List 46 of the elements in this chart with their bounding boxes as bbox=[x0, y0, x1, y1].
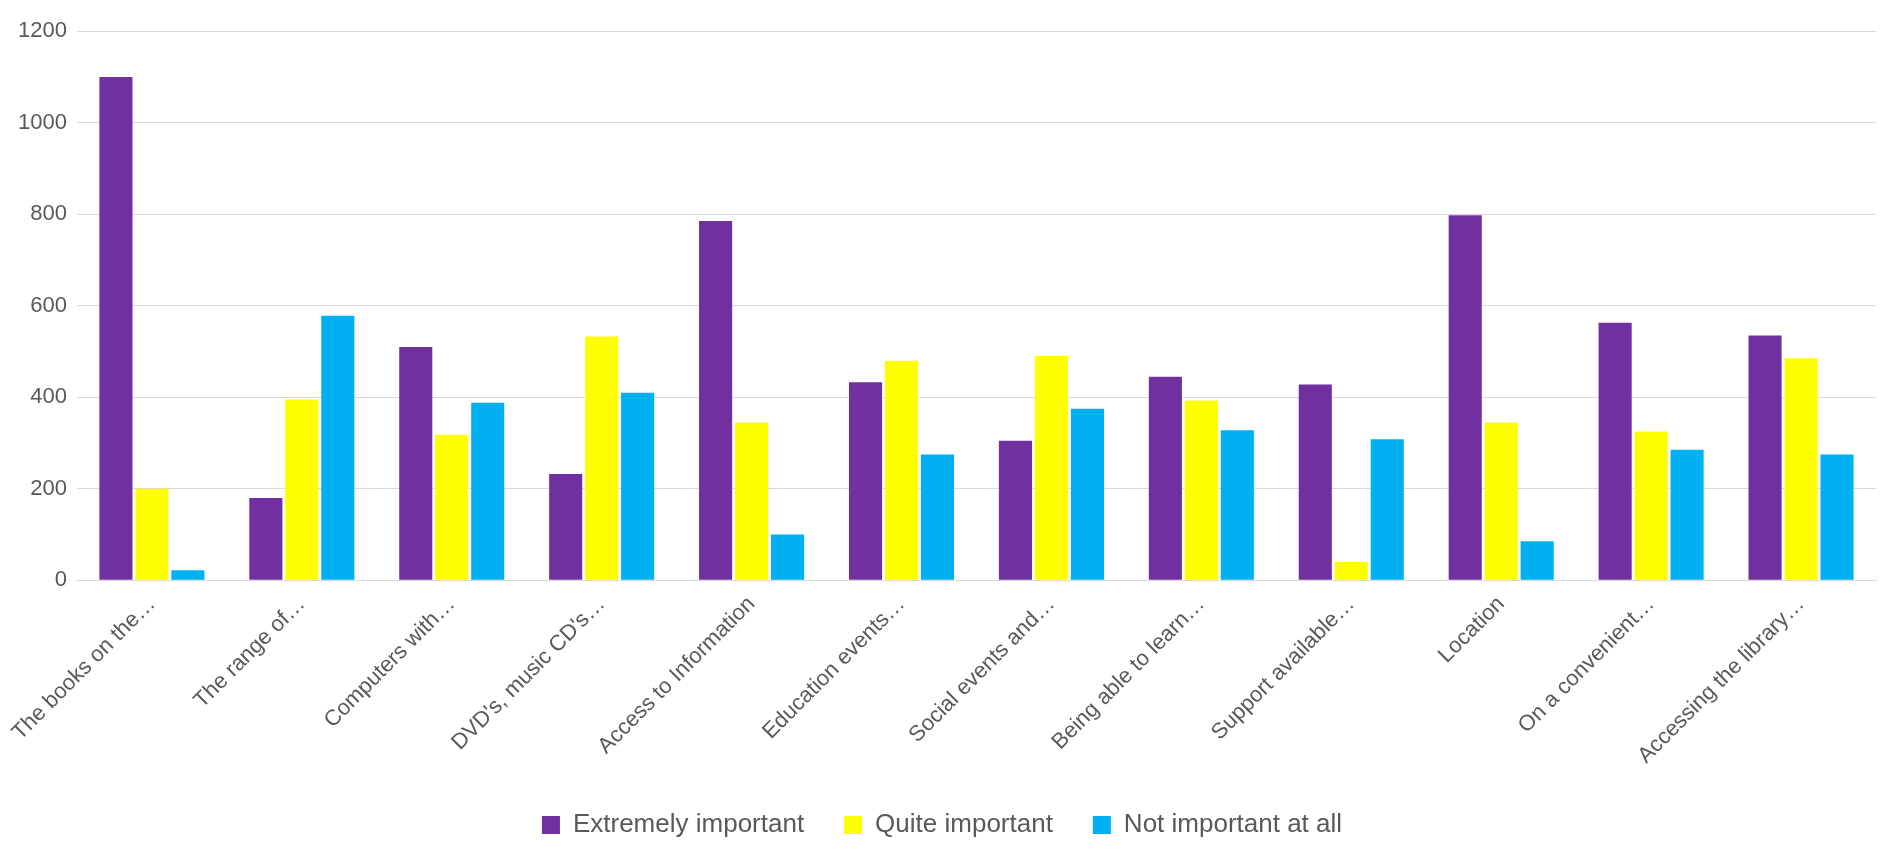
bar bbox=[471, 402, 505, 580]
bar bbox=[99, 76, 133, 580]
bar bbox=[1670, 449, 1704, 580]
y-tick-label: 1000 bbox=[17, 108, 67, 134]
y-tick-label: 400 bbox=[30, 383, 67, 409]
bar bbox=[249, 497, 283, 580]
bar bbox=[771, 534, 805, 580]
bar bbox=[171, 570, 205, 580]
y-tick-label: 0 bbox=[54, 566, 67, 592]
bar bbox=[1520, 541, 1554, 580]
legend-label: Quite important bbox=[875, 808, 1054, 839]
bar bbox=[735, 422, 769, 580]
bar bbox=[585, 336, 619, 580]
bar bbox=[1184, 400, 1218, 580]
bar bbox=[285, 399, 319, 580]
bar bbox=[1784, 358, 1818, 580]
bar bbox=[1748, 335, 1782, 580]
bar bbox=[1070, 408, 1104, 580]
bar bbox=[1634, 431, 1668, 580]
bar bbox=[699, 221, 733, 580]
bar bbox=[399, 346, 433, 580]
bar bbox=[1220, 430, 1254, 580]
bar bbox=[1448, 215, 1482, 580]
y-tick-label: 600 bbox=[30, 291, 67, 317]
bar bbox=[1334, 561, 1368, 580]
bar bbox=[1034, 356, 1068, 580]
bar bbox=[435, 434, 469, 580]
y-tick-label: 800 bbox=[30, 200, 67, 226]
y-tick-label: 1200 bbox=[17, 17, 67, 43]
bar bbox=[848, 382, 883, 580]
bar bbox=[1820, 454, 1854, 580]
bar bbox=[621, 392, 655, 580]
bar bbox=[998, 440, 1032, 580]
bar bbox=[321, 315, 355, 580]
y-tick-label: 200 bbox=[30, 474, 67, 500]
bar bbox=[1484, 422, 1518, 580]
bar bbox=[1598, 322, 1632, 580]
bar bbox=[1148, 376, 1182, 580]
bar bbox=[549, 474, 583, 580]
bar bbox=[884, 360, 919, 580]
bar bbox=[920, 454, 955, 580]
bar bbox=[1370, 439, 1404, 580]
bar bbox=[135, 488, 169, 580]
legend-label: Not important at all bbox=[1123, 808, 1343, 839]
legend-label: Extremely important bbox=[572, 808, 805, 839]
bar bbox=[1298, 384, 1332, 580]
